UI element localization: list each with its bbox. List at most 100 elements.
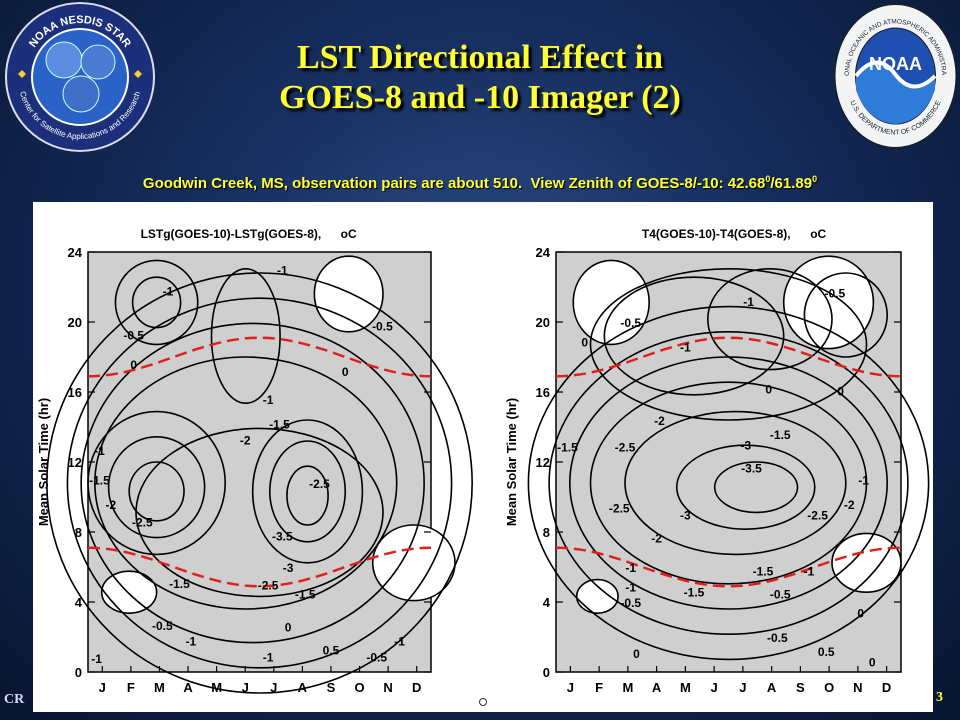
- x-tick-label-1: F: [127, 680, 135, 695]
- contour-label-9: -1: [94, 444, 105, 458]
- contour-line-8: [707, 267, 833, 371]
- contour-label-2: -0.5: [825, 286, 846, 300]
- contour-line-3: [94, 356, 398, 610]
- sunset-curve: [87, 336, 432, 378]
- x-tick-label-6: J: [270, 680, 277, 695]
- contour-line-3: [589, 381, 868, 585]
- y-tick-label-0: 0: [543, 665, 550, 680]
- sunrise-curve: [87, 546, 432, 588]
- contour-label-21: -1.5: [753, 565, 774, 579]
- contour-panel-1: 0 4 8 12 16 20 24 J F M A M J J A S O N D Mean Solar Time (…: [36, 227, 473, 695]
- contour-label-27: -0.5: [767, 631, 788, 645]
- contour-label-16: -2.5: [258, 579, 279, 593]
- contour-label-0: -1: [163, 285, 174, 299]
- zero-region-0: [100, 570, 158, 615]
- contour-label-24: -1: [394, 635, 405, 649]
- contour-label-5: 0: [765, 383, 772, 397]
- y-axis-label: Mean Solar Time (hr): [504, 398, 519, 526]
- contour-label-12: -2: [106, 498, 117, 512]
- contour-line-10: [589, 267, 868, 421]
- contour-label-6: 0: [837, 384, 844, 398]
- x-tick-label-4: M: [211, 680, 222, 695]
- noaa-seal-icon: NOAA NATIONAL OCEANIC AND ATMOSPHERIC AD…: [833, 2, 958, 149]
- contour-label-21: 0: [285, 621, 292, 635]
- subtitle-sup-1: 0: [765, 174, 771, 184]
- title-line-2: GOES-8 and -10 Imager (2): [279, 79, 681, 116]
- contour-label-17: -2.5: [807, 509, 828, 523]
- sunrise-curve: [555, 546, 902, 588]
- contour-label-22: -1: [804, 565, 815, 579]
- contour-label-19: -1: [625, 561, 636, 575]
- contour-label-18: -2: [651, 531, 662, 545]
- y-tick-label-5: 20: [536, 315, 550, 330]
- contour-label-4: 0: [130, 358, 137, 372]
- contour-figure-svg: 0 4 8 12 16 20 24 J F M A M J J A S O N D Mean Solar Time (…: [36, 227, 930, 695]
- zero-region-2: [313, 255, 384, 333]
- contour-label-4: -1: [680, 341, 691, 355]
- contour-figure: 0 4 8 12 16 20 24 J F M A M J J A S O N D Mean Solar Time (…: [33, 202, 933, 712]
- contour-label-7: -2: [654, 414, 665, 428]
- zero-region-2: [572, 259, 650, 346]
- noaa-nesdis-star-logo: NOAA NESDIS STAR Center for Satellite Ap…: [4, 2, 156, 152]
- contour-line-4: [624, 410, 847, 556]
- contour-label-1: -1: [743, 295, 754, 309]
- contour-line-9: [286, 465, 329, 526]
- contour-label-15: -2.5: [609, 502, 630, 516]
- contour-label-10: -1.5: [89, 474, 110, 488]
- svg-text:NOAA: NOAA: [869, 54, 922, 74]
- contour-line-13: [135, 427, 384, 598]
- x-tick-label-7: A: [298, 680, 308, 695]
- contour-label-6: -1: [263, 393, 274, 407]
- contour-label-10: -2.5: [615, 440, 636, 454]
- x-tick-label-7: A: [767, 680, 777, 695]
- contour-line-4: [87, 410, 226, 556]
- y-tick-label-3: 12: [68, 455, 82, 470]
- x-tick-label-8: S: [796, 680, 805, 695]
- contour-label-13: -2.5: [132, 516, 153, 530]
- contour-line-6: [128, 461, 185, 522]
- panel-unit: oC: [341, 227, 357, 241]
- contour-label-20: -1: [186, 635, 197, 649]
- y-tick-label-6: 24: [68, 245, 83, 260]
- contour-line-5: [675, 444, 816, 531]
- contour-label-1: -1: [277, 264, 288, 278]
- panel-title: T4(GOES-10)-T4(GOES-8),: [642, 227, 791, 241]
- contour-label-3: -0.5: [372, 320, 393, 334]
- contour-label-17: -1.5: [295, 587, 316, 601]
- y-tick-label-0: 0: [75, 665, 82, 680]
- y-tick-label-4: 16: [68, 385, 82, 400]
- contour-label-28: 0: [857, 607, 864, 621]
- footer-left-text: CR: [4, 692, 25, 707]
- contour-label-23: -0.5: [366, 650, 387, 664]
- contour-label-19: -0.5: [152, 619, 173, 633]
- x-tick-label-4: M: [680, 680, 691, 695]
- zero-region-1: [371, 524, 456, 602]
- x-tick-label-8: S: [327, 680, 336, 695]
- contour-label-23: -0.5: [620, 596, 641, 610]
- contour-label-16: -3: [680, 509, 691, 523]
- x-tick-label-2: M: [622, 680, 633, 695]
- y-tick-label-2: 8: [75, 525, 82, 540]
- x-tick-label-5: J: [711, 680, 718, 695]
- contour-label-9: -1.5: [557, 440, 578, 454]
- x-tick-label-9: O: [354, 680, 364, 695]
- x-tick-label-10: N: [383, 680, 392, 695]
- y-tick-label-1: 4: [75, 595, 83, 610]
- contour-line-0: [46, 272, 473, 694]
- contour-panel-2: 0 4 8 12 16 20 24 J F M A M J J A S O N D Mean Solar Time (…: [504, 227, 930, 695]
- x-tick-label-10: N: [853, 680, 862, 695]
- x-tick-label-1: F: [595, 680, 603, 695]
- panel-unit: oC: [810, 227, 826, 241]
- contour-label-14: -2: [844, 498, 855, 512]
- x-tick-label-11: D: [882, 680, 891, 695]
- contour-label-26: 0: [633, 647, 640, 661]
- contour-label-12: -3.5: [741, 461, 762, 475]
- contour-line-12: [210, 268, 281, 404]
- subtitle-sup-2: 0: [812, 174, 818, 184]
- contour-label-11: -3: [740, 439, 751, 453]
- x-tick-label-6: J: [739, 680, 746, 695]
- contour-label-11: -2.5: [309, 477, 330, 491]
- x-tick-label-3: A: [183, 680, 193, 695]
- contour-label-0: -0.5: [620, 316, 641, 330]
- slide-title: LST Directional Effect in GOES-8 and -10…: [200, 38, 760, 118]
